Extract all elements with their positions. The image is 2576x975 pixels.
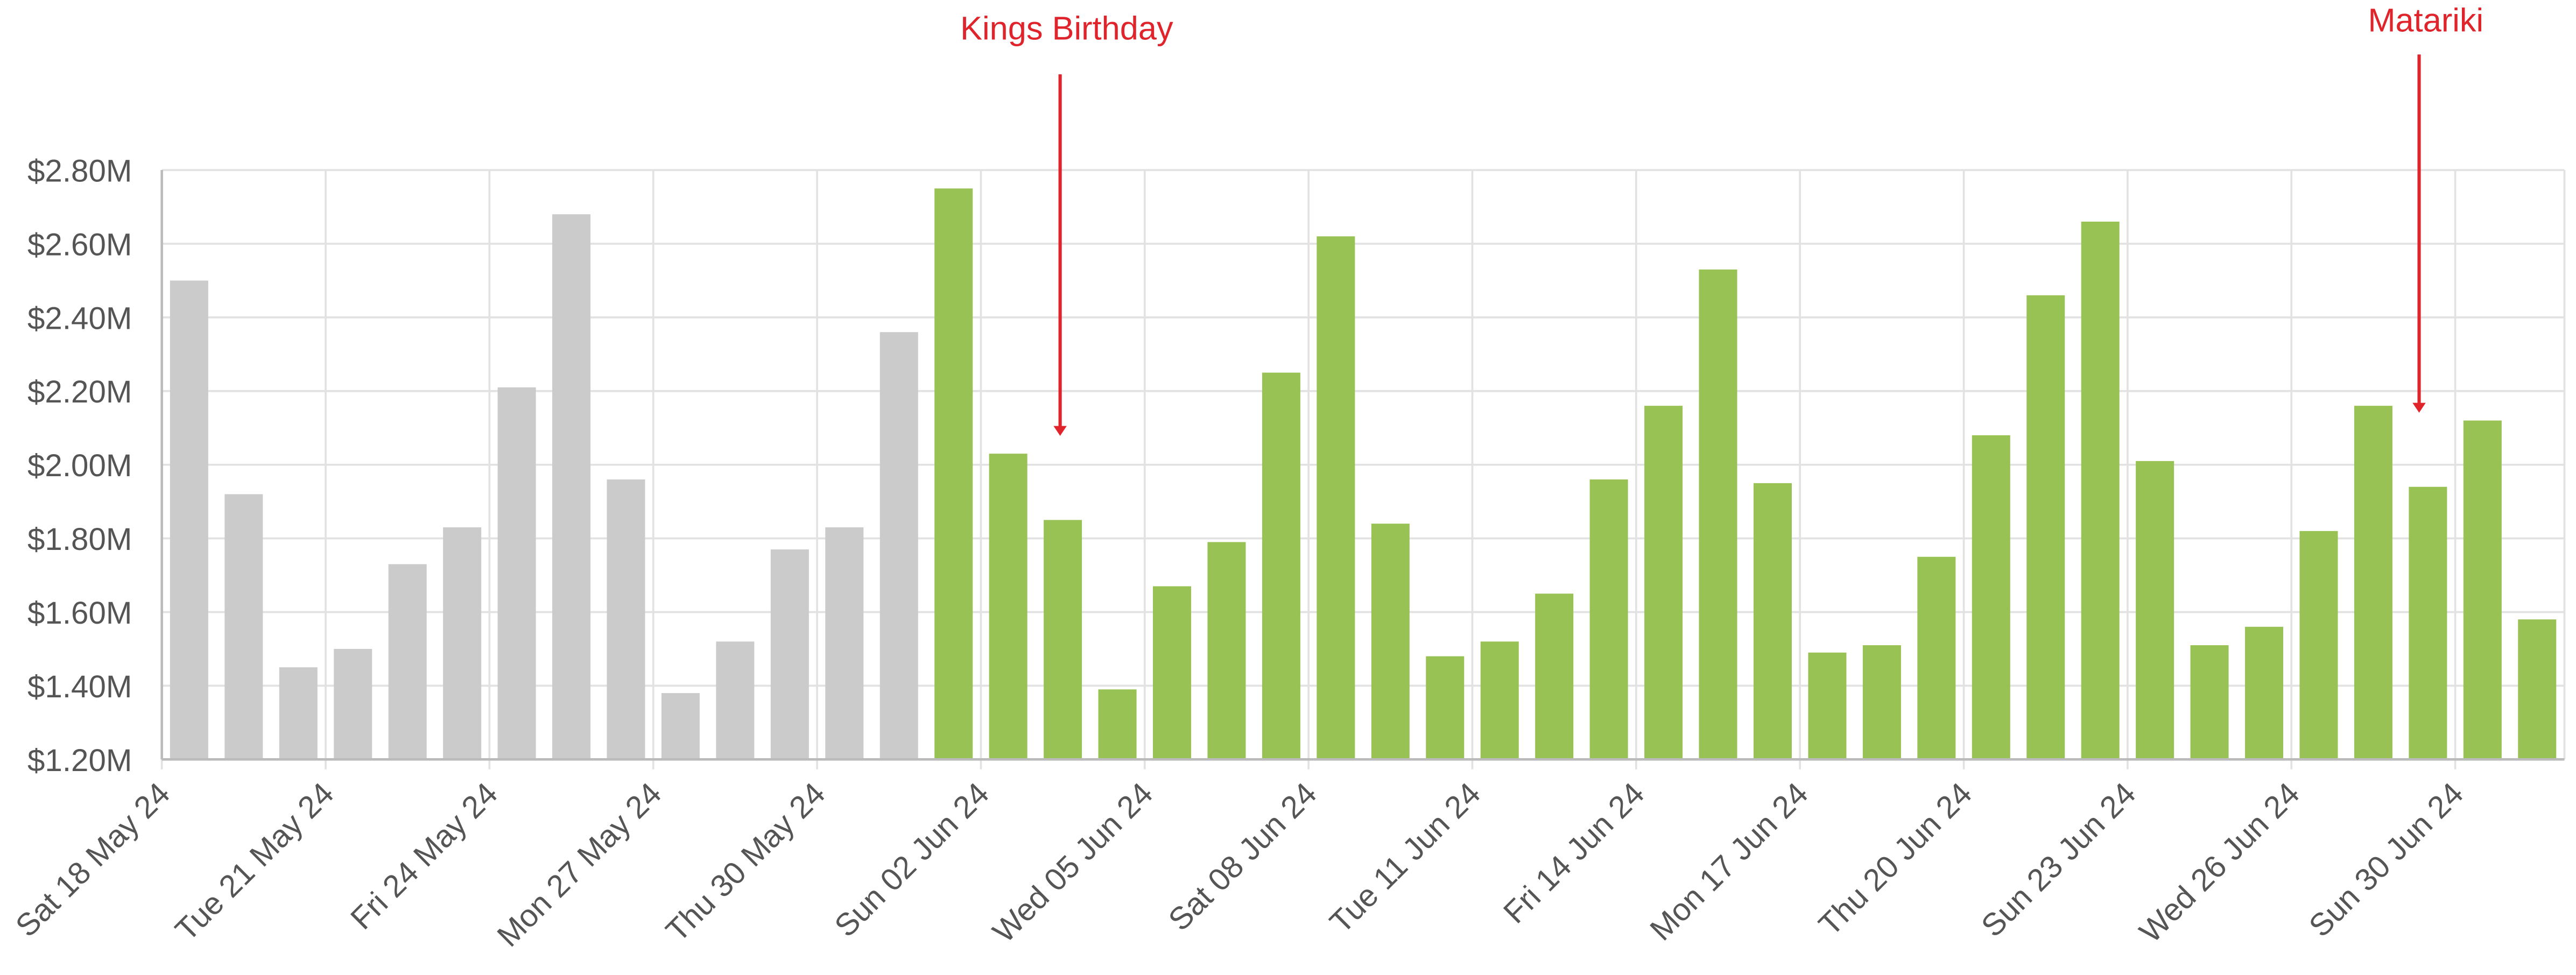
bar [770,549,809,760]
bar [1808,652,1847,760]
bar [1699,269,1737,760]
bar [607,479,645,760]
x-tick-label: Thu 30 May 24 [659,776,832,949]
y-tick-label: $1.40M [27,669,132,704]
bar [1044,520,1082,760]
bar [716,641,755,760]
y-tick-label: $2.00M [27,448,132,483]
x-tick-label: Fri 24 May 24 [344,776,504,936]
bar [2136,461,2174,760]
x-tick-label: Wed 05 Jun 24 [986,776,1159,949]
bar [1098,689,1137,760]
bar [2463,420,2502,760]
bar [224,494,263,760]
bar [1753,483,1792,760]
bar [1917,556,1956,760]
x-tick-label: Sun 02 Jun 24 [828,776,996,944]
bar [170,280,208,760]
x-tick-label: Fri 14 Jun 24 [1497,776,1651,930]
bar [552,214,591,760]
bar [2081,221,2120,760]
bar [1426,656,1465,760]
bar [1317,236,1355,760]
bar [989,454,1027,760]
x-tick-label: Tue 21 May 24 [168,776,340,948]
bar [1153,586,1192,760]
y-tick-label: $1.20M [27,743,132,778]
bar [825,527,864,760]
annotation-arrowhead [1053,426,1067,436]
x-tick-label: Tue 11 Jun 24 [1323,776,1487,940]
x-tick-label: Sat 18 May 24 [9,776,177,944]
bar [1480,641,1519,760]
bar [661,693,700,760]
x-tick-label: Thu 20 Jun 24 [1812,776,1979,942]
bar [934,188,973,760]
bar [2026,295,2065,760]
bar [1207,542,1246,760]
bar [2299,531,2338,760]
bar [2409,486,2447,760]
x-tick-label: Mon 17 Jun 24 [1643,776,1815,948]
x-tick-label: Mon 27 May 24 [490,776,668,953]
bar [1862,645,1901,760]
bar [2190,645,2229,760]
bar [1371,524,1410,760]
y-tick-label: $2.40M [27,301,132,336]
annotation: Matariki [2368,2,2483,39]
bar [388,564,427,760]
x-tick-label: Sun 30 Jun 24 [2302,776,2470,944]
x-tick-label: Sat 08 Jun 24 [1162,776,1323,937]
bar [2354,406,2392,760]
y-tick-label: $1.60M [27,596,132,631]
bar [879,332,918,760]
bar [1535,594,1574,760]
bar [1644,406,1683,760]
y-tick-label: $2.60M [27,227,132,262]
bar [334,648,372,760]
y-tick-label: $1.80M [27,522,132,557]
y-tick-label: $2.20M [27,375,132,409]
bar [2245,626,2284,760]
x-tick-label: Sun 23 Jun 24 [1975,776,2143,944]
bar [497,387,536,760]
bar [1972,435,2010,760]
annotation: Kings Birthday [960,10,1173,47]
x-tick-label: Wed 26 Jun 24 [2132,776,2306,949]
bar [1589,479,1628,760]
bar [443,527,482,760]
bar [2518,619,2557,760]
bar [279,667,318,760]
annotation-arrowhead [2412,402,2426,413]
bar [1262,372,1300,760]
y-tick-label: $2.80M [27,154,132,189]
